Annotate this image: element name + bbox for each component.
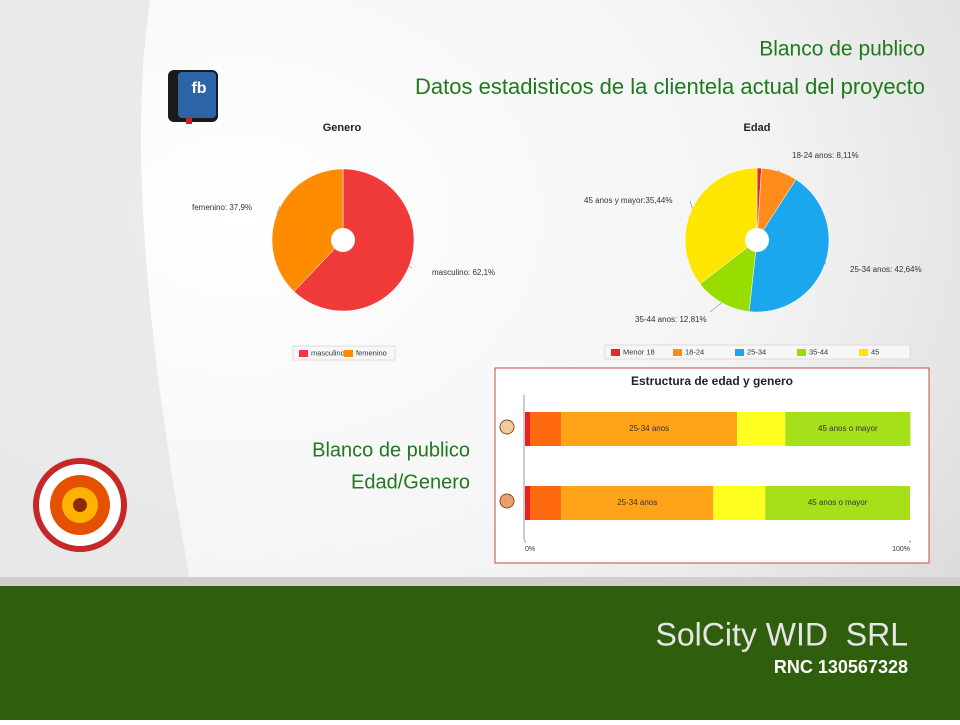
slice-label: 45 anos y mayor:35,44% [584, 196, 673, 205]
bar-chart-title: Estructura de edad y genero [631, 374, 793, 388]
bar-segment [785, 412, 911, 446]
x-tick-label: 100% [892, 546, 910, 553]
legend-swatch [673, 349, 682, 356]
legend-swatch [797, 349, 806, 356]
legend-label: 45 [871, 347, 879, 356]
person-icon [499, 419, 515, 435]
pie-slice [699, 239, 758, 312]
legend-label: femenino [356, 348, 387, 357]
slice-label: 35-44 anos: 12,81% [635, 315, 707, 324]
divider [0, 577, 960, 586]
rnc: RNC 130567328 [774, 657, 908, 677]
bar-segment [737, 412, 786, 446]
legend-label: 25-34 [747, 347, 766, 356]
legend-label: masculino [311, 348, 345, 357]
person-icon [499, 493, 515, 509]
legend-swatch [344, 350, 353, 357]
company-name: SolCity WID SRL [656, 616, 908, 652]
bar-segment [525, 412, 531, 446]
section-subtitle: Edad/Genero [351, 471, 470, 493]
segment-label: 25-34 anos [629, 424, 669, 433]
x-tick-label: 0% [525, 546, 535, 553]
pie-title: Edad [744, 122, 771, 134]
bar-segment [525, 486, 531, 520]
leader-line [777, 169, 780, 172]
slide-subtitle: Datos estadisticos de la clientela actua… [415, 74, 925, 99]
slice-label: masculino: 62,1% [432, 268, 495, 277]
bar-segment [530, 412, 562, 446]
leader-line [408, 266, 413, 269]
segment-label: 45 anos o mayor [818, 424, 878, 433]
leader-line [824, 261, 827, 265]
legend-label: 35-44 [809, 347, 828, 356]
footer-band [0, 586, 960, 720]
pie-title: Genero [323, 122, 362, 134]
bar-segment [765, 486, 910, 520]
leader-line [276, 205, 281, 214]
legend-swatch [859, 349, 868, 356]
pie-hole [331, 228, 355, 252]
slice-label: 18-24 anos: 8,11% [792, 151, 859, 160]
slide-title: Blanco de publico [759, 38, 925, 61]
legend-swatch [735, 349, 744, 356]
logo [33, 458, 127, 552]
bar-chart-frame [494, 367, 930, 564]
segment-label: 45 anos o mayor [808, 498, 868, 507]
fb-icon: fb [168, 70, 218, 124]
swoosh [0, 0, 190, 580]
legend-label: Menor 18 [623, 347, 655, 356]
fb-label: fb [191, 80, 206, 97]
bar-segment [561, 412, 738, 446]
legend-swatch [611, 349, 620, 356]
pie-hole [745, 228, 769, 252]
leader-line [709, 302, 722, 313]
bar-segment [713, 486, 766, 520]
slice-label: femenino: 37,9% [192, 203, 252, 212]
segment-label: 25-34 anos [617, 498, 657, 507]
leader-line [689, 200, 693, 209]
legend-label: 18-24 [685, 347, 704, 356]
slice-label: 25-34 anos: 42,64% [850, 265, 922, 274]
bar-segment [530, 486, 562, 520]
bar-segment [561, 486, 714, 520]
legend-swatch [299, 350, 308, 357]
pie-slice [684, 167, 758, 285]
section-title: Blanco de publico [312, 439, 470, 461]
pie-slice [271, 168, 344, 292]
